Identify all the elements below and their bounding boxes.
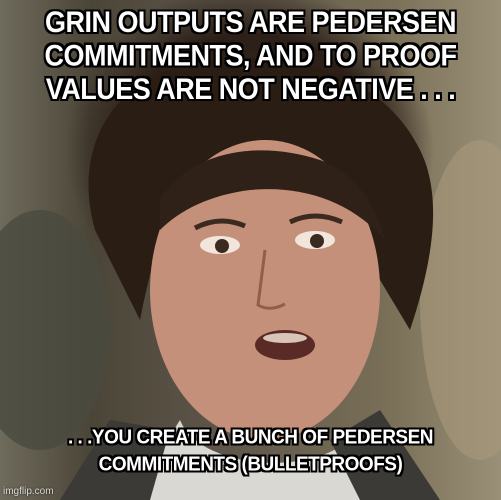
bottom-caption: . . .YOU CREATE A BUNCH OF PEDERSEN COMM… — [68, 426, 434, 476]
watermark: imgflip.com — [3, 486, 54, 497]
top-caption: GRIN OUTPUTS ARE PEDERSEN COMMITMENTS, A… — [44, 6, 458, 106]
